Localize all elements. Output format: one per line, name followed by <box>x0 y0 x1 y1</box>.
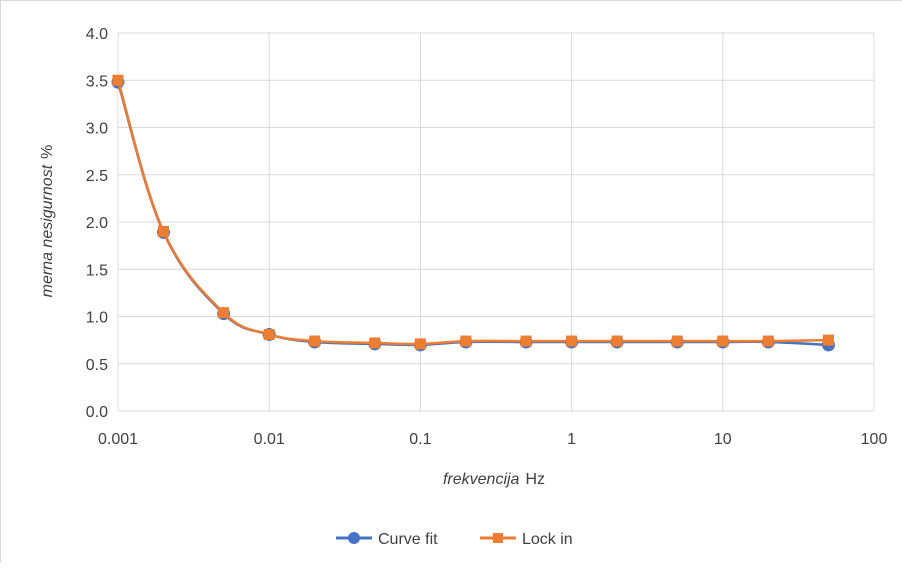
x-axis-title: frekvencija Hz <box>443 471 545 488</box>
y-axis-title-variable: merna nesigurnost <box>39 164 56 297</box>
data-point-lock-in <box>309 336 320 347</box>
x-tick-label: 10 <box>714 431 732 448</box>
legend-label-curve-fit: Curve fit <box>378 531 438 548</box>
data-point-lock-in <box>460 336 471 347</box>
x-axis-title-variable: frekvencija <box>443 471 520 488</box>
data-point-lock-in <box>113 75 124 86</box>
x-tick-label: 0.1 <box>409 431 431 448</box>
x-axis-title-unit: Hz <box>525 471 545 488</box>
data-point-lock-in <box>218 307 229 318</box>
x-tick-label: 100 <box>861 431 888 448</box>
data-point-lock-in <box>264 329 275 340</box>
x-tick-label: 0.001 <box>98 431 138 448</box>
data-point-lock-in <box>763 336 774 347</box>
legend-swatch-marker-lock-in <box>493 533 503 543</box>
y-tick-label: 4.0 <box>86 26 108 43</box>
y-tick-label: 0.0 <box>86 404 108 421</box>
data-point-lock-in <box>566 336 577 347</box>
data-point-lock-in <box>158 226 169 237</box>
legend-label-lock-in: Lock in <box>522 531 573 548</box>
y-tick-label: 0.5 <box>86 357 108 374</box>
y-axis-title: merna nesigurnost% <box>39 145 56 298</box>
y-axis-title-unit: % <box>39 145 56 159</box>
y-tick-label: 1.0 <box>86 310 108 327</box>
y-tick-label: 1.5 <box>86 262 108 279</box>
data-point-lock-in <box>415 338 426 349</box>
y-tick-label: 2.0 <box>86 215 108 232</box>
y-tick-label: 2.5 <box>86 168 108 185</box>
data-point-lock-in <box>521 336 532 347</box>
data-point-lock-in <box>612 336 623 347</box>
y-tick-label: 3.5 <box>86 73 108 90</box>
y-tick-label: 3.0 <box>86 121 108 138</box>
data-point-lock-in <box>823 335 834 346</box>
data-point-lock-in <box>672 336 683 347</box>
x-tick-label: 0.01 <box>254 431 285 448</box>
x-tick-label: 1 <box>567 431 576 448</box>
legend-swatch-marker-curve-fit <box>348 532 360 544</box>
data-point-lock-in <box>717 336 728 347</box>
data-point-lock-in <box>369 337 380 348</box>
